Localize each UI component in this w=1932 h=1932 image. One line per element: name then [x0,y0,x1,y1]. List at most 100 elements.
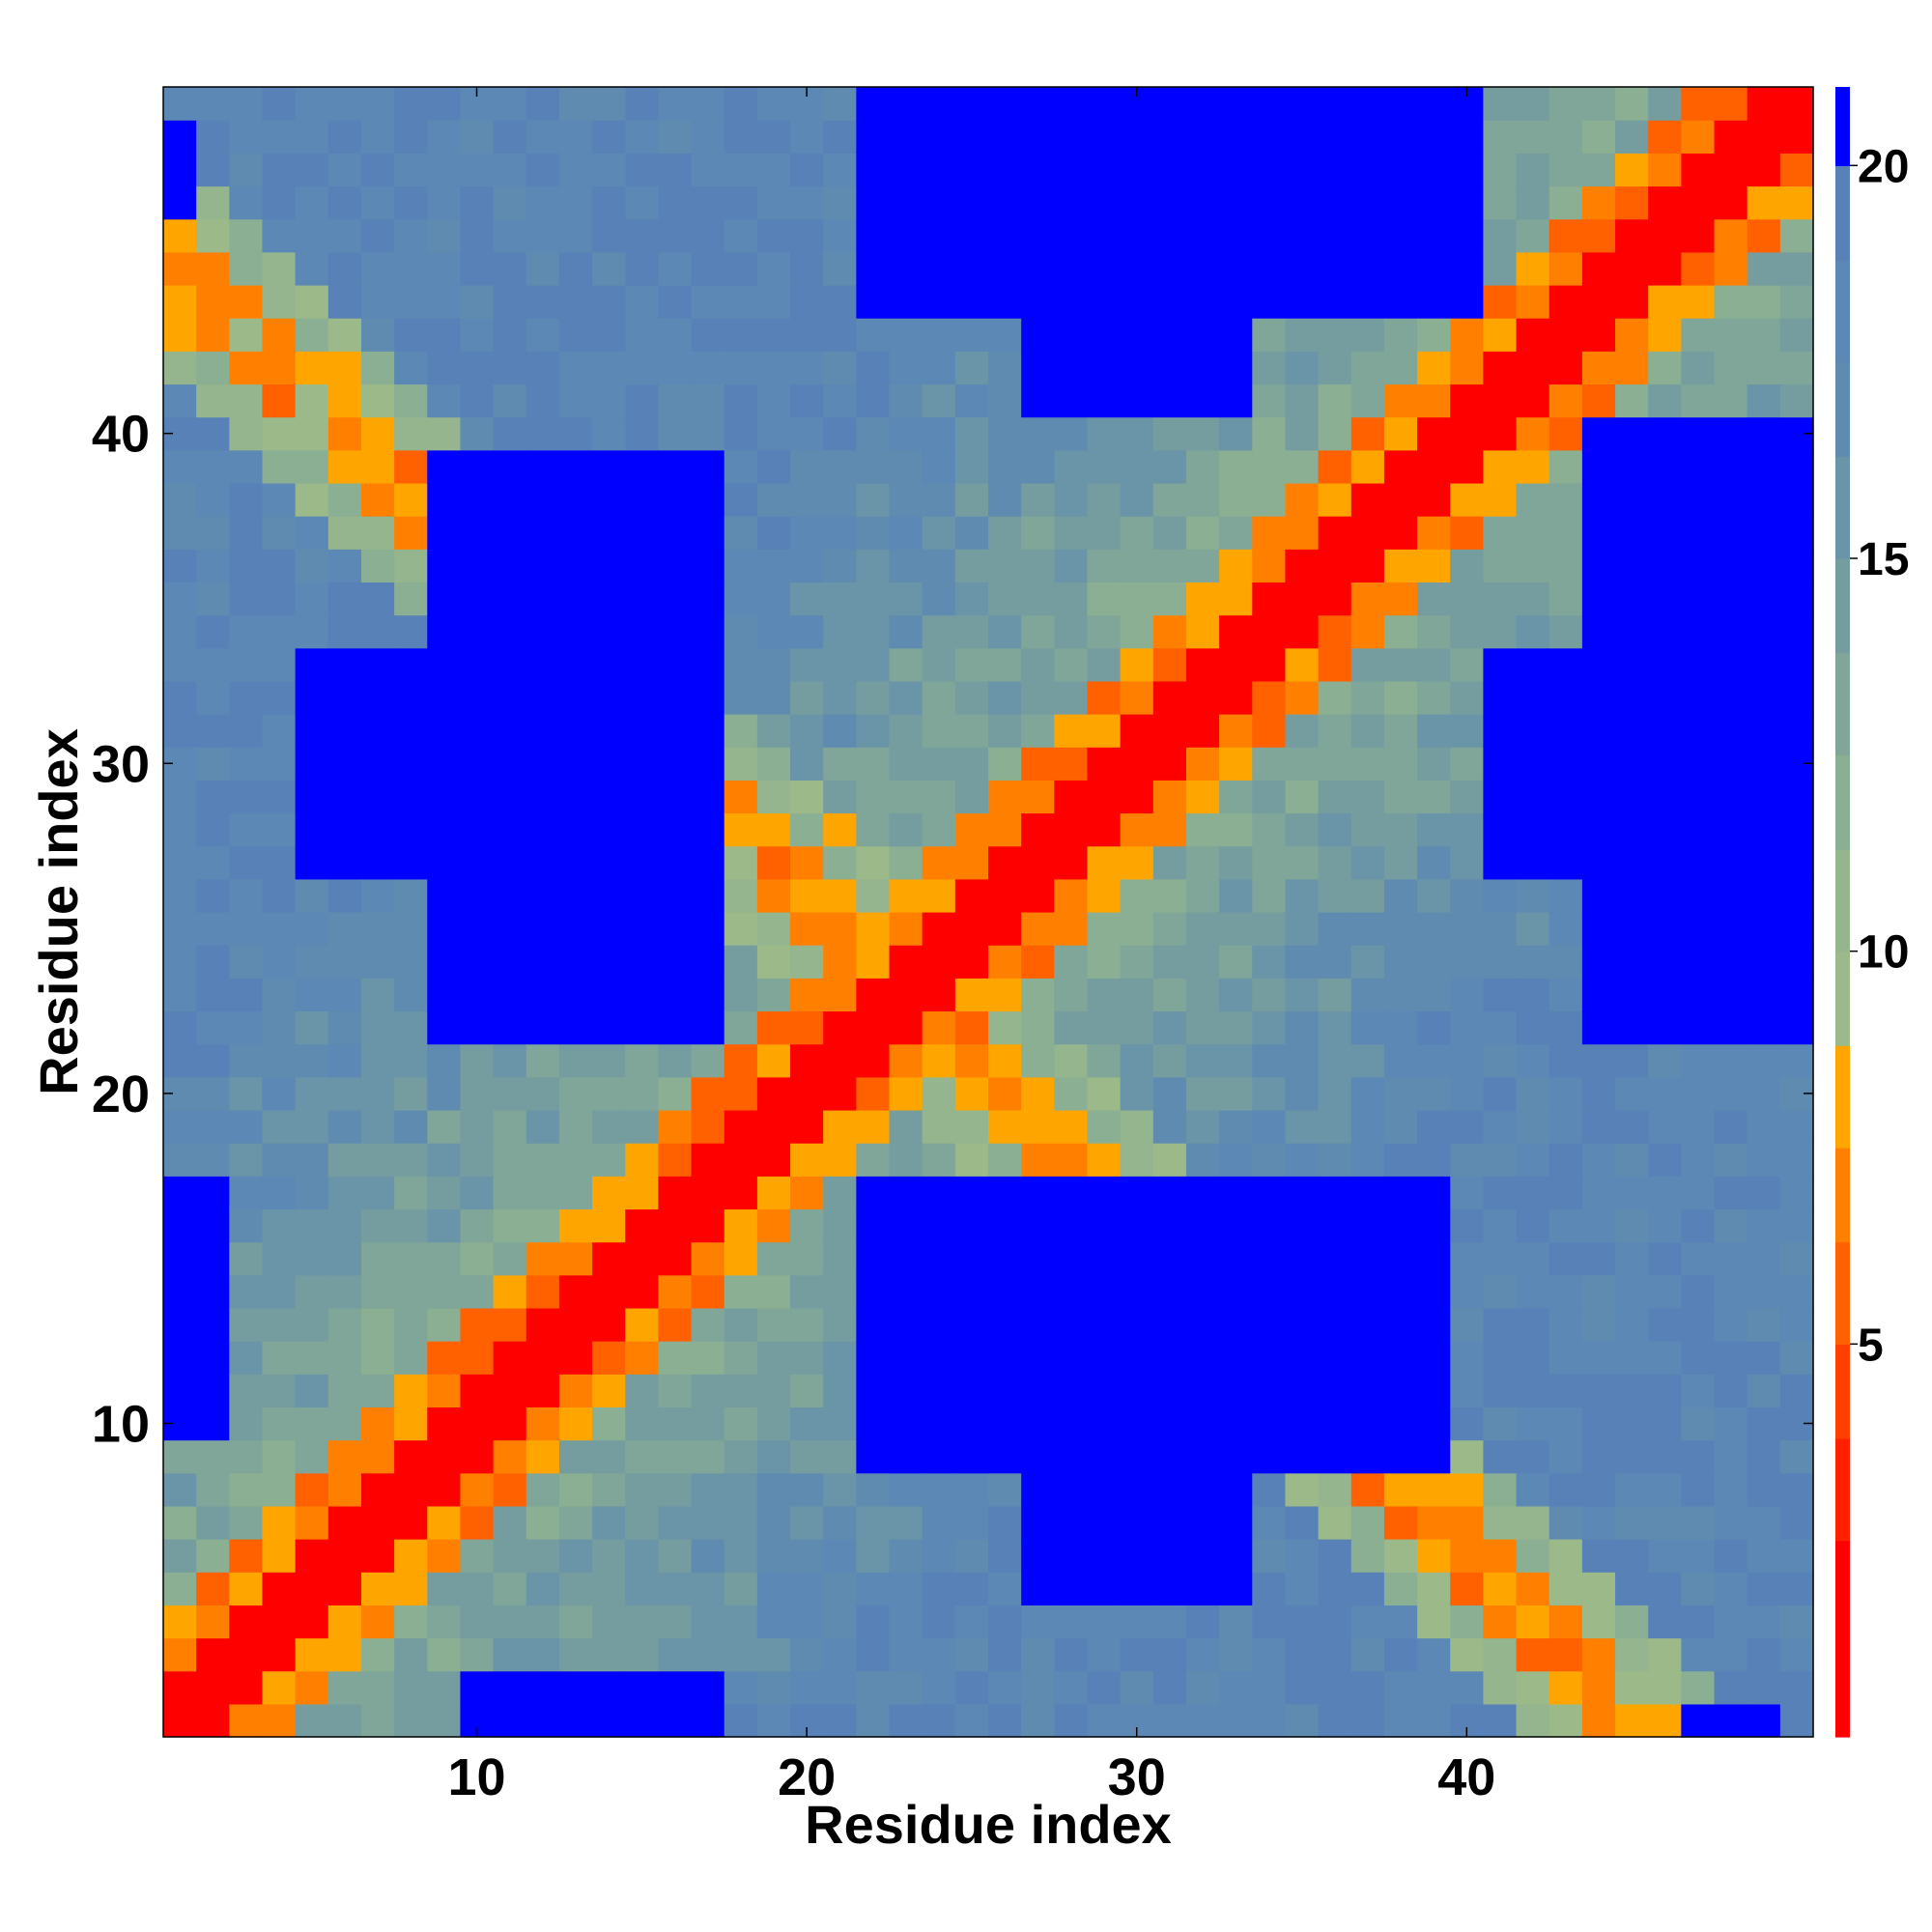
heatmap-cell [1450,153,1484,187]
heatmap-cell [1681,878,1716,913]
heatmap-cell [1318,582,1352,616]
heatmap-cell [1021,780,1055,814]
heatmap-cell [196,1176,230,1210]
heatmap-cell [1450,1605,1484,1639]
heatmap-cell [394,185,428,220]
heatmap-cell [889,1637,923,1672]
heatmap-cell [592,384,626,418]
heatmap-cell [691,978,725,1012]
heatmap-cell [196,1109,230,1144]
heatmap-cell [1648,153,1682,187]
heatmap-cell [1252,1076,1287,1111]
heatmap-cell [163,284,197,319]
heatmap-cell [558,614,593,649]
heatmap-cell [1581,1572,1616,1605]
heatmap-cell [724,1176,758,1210]
heatmap-cell [526,351,560,385]
heatmap-cell [1615,185,1649,220]
heatmap-cell [756,1043,791,1078]
heatmap-cell [856,1505,891,1540]
heatmap-cell [1714,945,1748,979]
heatmap-cell [1714,449,1748,484]
heatmap-cell [922,1241,956,1276]
heatmap-cell [1714,284,1748,319]
heatmap-cell [1516,1472,1550,1507]
heatmap-cell [724,87,758,121]
heatmap-cell [1021,1539,1055,1573]
heatmap-cell [889,1505,923,1540]
heatmap-cell [526,1703,560,1738]
heatmap-cell [163,1043,197,1078]
heatmap-cell [1021,1274,1055,1309]
heatmap-cell [658,516,693,550]
heatmap-cell [954,1703,989,1738]
heatmap-cell [625,1670,659,1705]
heatmap-cell [1450,218,1484,253]
heatmap-cell [1747,482,1781,517]
heatmap-cell [790,945,824,979]
heatmap-cell [988,1539,1022,1573]
heatmap-cell [1450,1043,1484,1078]
heatmap-cell [526,1472,560,1507]
heatmap-cell [1021,153,1055,187]
heatmap-cell [1318,780,1352,814]
heatmap-cell [856,416,891,451]
heatmap-cell [229,449,264,484]
heatmap-cell [1219,218,1253,253]
heatmap-cell [954,1637,989,1672]
heatmap-cell [460,780,495,814]
heatmap-cell [1285,185,1320,220]
heatmap-cell [1681,647,1716,682]
heatmap-cell [625,549,659,582]
heatmap-cell [196,647,230,682]
heatmap-cell [724,582,758,616]
colorbar-segment [1835,1540,1850,1643]
heatmap-cell [1516,1374,1550,1407]
heatmap-cell [295,1637,329,1672]
heatmap-cell [1516,1109,1550,1144]
heatmap-cell [756,747,791,781]
heatmap-cell [427,1176,462,1210]
heatmap-cell [856,1703,891,1738]
heatmap-cell [1318,1472,1352,1507]
heatmap-cell [1285,714,1320,748]
heatmap-cell [625,845,659,880]
heatmap-cell [427,845,462,880]
heatmap-cell [1185,1176,1220,1210]
heatmap-cell [1681,1341,1716,1375]
heatmap-cell [1747,251,1781,286]
heatmap-cell [1054,1208,1089,1243]
heatmap-cell [1021,1472,1055,1507]
heatmap-cell [1021,1010,1055,1045]
heatmap-cell [1252,812,1287,847]
heatmap-cell [163,251,197,286]
heatmap-cell [988,1274,1022,1309]
heatmap-cell [1219,1076,1253,1111]
heatmap-cell [1318,647,1352,682]
heatmap-cell [954,120,989,154]
heatmap-cell [790,482,824,517]
heatmap-cell [1054,1703,1089,1738]
heatmap-cell [1252,1505,1287,1540]
heatmap-cell [691,284,725,319]
heatmap-cell [1219,185,1253,220]
heatmap-cell [1021,1109,1055,1144]
heatmap-cell [262,1374,297,1407]
heatmap-cell [856,1010,891,1045]
heatmap-cell [1483,251,1518,286]
heatmap-cell [856,384,891,418]
heatmap-cell [1350,218,1385,253]
heatmap-cell [1648,1670,1682,1705]
heatmap-cell [394,482,428,517]
heatmap-cell [1285,647,1320,682]
heatmap-cell [658,351,693,385]
heatmap-cell [1450,351,1484,385]
heatmap-cell [460,1043,495,1078]
heatmap-cell [1714,812,1748,847]
heatmap-cell [1648,549,1682,582]
heatmap-cell [1318,1143,1352,1177]
heatmap-cell [394,284,428,319]
heatmap-cell [1219,549,1253,582]
heatmap-cell [1152,449,1187,484]
heatmap-cell [229,1176,264,1210]
